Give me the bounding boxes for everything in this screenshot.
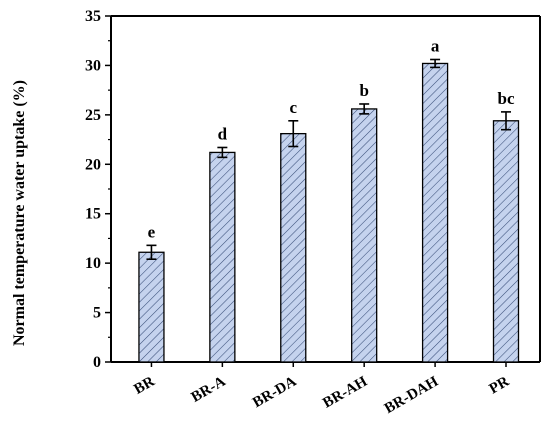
bar	[421, 62, 449, 363]
significance-label: e	[148, 222, 156, 241]
bar	[351, 108, 378, 363]
x-tick-label: PR	[487, 374, 512, 398]
y-tick-label: 15	[85, 206, 101, 223]
y-tick-label: 5	[93, 305, 101, 322]
bars-group	[138, 58, 520, 363]
y-tick-label: 25	[85, 107, 101, 124]
labels-group: e BR d BR-A c BR-DA b BR-AH a BR-DAH bc PR	[131, 36, 515, 417]
y-axis-title: Normal temperature water uptake (%)	[11, 80, 28, 346]
significance-label: c	[289, 98, 297, 117]
bar	[209, 151, 236, 363]
x-tick-label: BR-A	[189, 374, 229, 406]
y-tick-label: 0	[93, 354, 101, 371]
significance-label: a	[431, 36, 440, 55]
significance-label: bc	[498, 89, 515, 108]
y-tick-label: 20	[85, 156, 101, 173]
y-tick-label: 35	[85, 8, 101, 25]
significance-label: d	[218, 124, 228, 143]
bar	[280, 132, 307, 363]
x-tick-label: BR-DA	[250, 374, 299, 412]
bar	[138, 251, 165, 363]
bar	[492, 120, 520, 363]
x-tick-label: BR	[131, 374, 157, 398]
x-tick-label: BR-DAH	[382, 373, 442, 417]
y-tick-label: 30	[85, 57, 101, 74]
x-tick-label: BR-AH	[320, 373, 370, 411]
axes: 0 5 10 15 20 25 30 35	[85, 8, 541, 371]
significance-label: b	[359, 81, 368, 100]
y-tick-label: 10	[85, 255, 101, 272]
